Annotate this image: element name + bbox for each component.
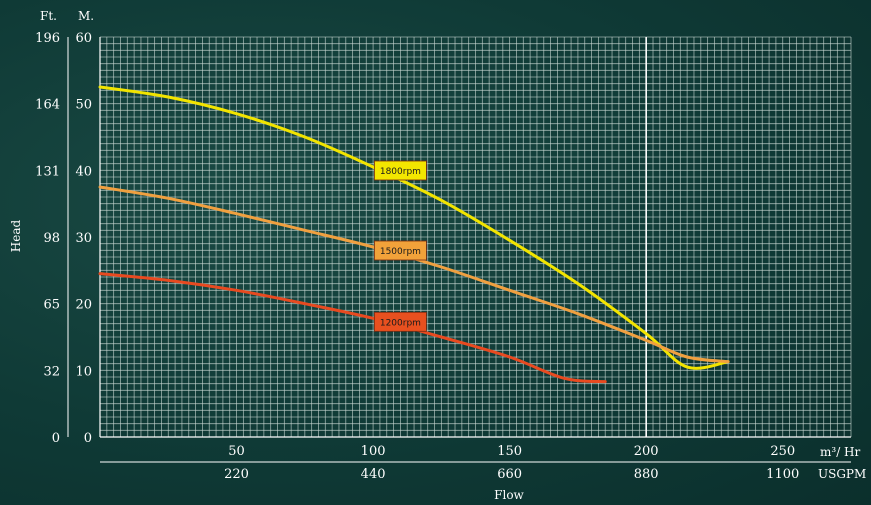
rpm-label-text: 1200rpm xyxy=(380,318,421,328)
y-tick-m: 20 xyxy=(75,298,92,313)
x-tick-usgpm: 220 xyxy=(224,467,249,482)
x-tick-m3hr: 50 xyxy=(228,444,245,459)
x-tick-usgpm: 880 xyxy=(634,467,659,482)
axes xyxy=(67,37,851,463)
y-axis-title: Head xyxy=(9,219,23,252)
unit-ft: Ft. xyxy=(40,9,57,23)
x-tick-m3hr: 100 xyxy=(361,444,386,459)
x-tick-usgpm: 660 xyxy=(497,467,522,482)
labels: Ft. M. 0 10 20 30 40 50 60 0 32 65 98 131 164 196 Head 50… xyxy=(9,9,866,502)
y-tick-m: 40 xyxy=(75,164,92,179)
y-tick-m: 0 xyxy=(84,431,92,446)
y-tick-ft: 196 xyxy=(35,31,60,46)
y-tick-ft: 65 xyxy=(43,298,60,313)
grid xyxy=(99,36,852,438)
y-tick-m: 10 xyxy=(75,364,92,379)
curves xyxy=(98,85,730,384)
y-tick-ft: 32 xyxy=(43,364,60,379)
curve-1500rpm xyxy=(98,185,730,364)
x-tick-m3hr: 150 xyxy=(497,444,522,459)
unit-m: M. xyxy=(78,9,94,23)
curve-1200rpm xyxy=(98,272,607,384)
rpm-label-box xyxy=(373,240,427,261)
y-tick-m: 50 xyxy=(75,98,92,113)
rpm-label-box xyxy=(373,311,427,332)
y-tick-ft: 0 xyxy=(52,431,60,446)
curve-1800rpm xyxy=(98,85,730,370)
unit-usgpm: USGPM xyxy=(818,467,866,481)
x-tick-m3hr: 200 xyxy=(634,444,659,459)
rpm-label-text: 1800rpm xyxy=(380,167,421,177)
y-tick-m: 60 xyxy=(75,31,92,46)
x-axis-title: Flow xyxy=(494,488,524,502)
x-tick-m3hr: 250 xyxy=(770,444,795,459)
x-tick-usgpm: 1100 xyxy=(766,467,799,482)
rpm-label-1200rpm: 1200rpm xyxy=(373,311,427,332)
rpm-label-1800rpm: 1800rpm xyxy=(373,160,427,181)
x-tick-usgpm: 440 xyxy=(361,467,386,482)
y-tick-ft: 131 xyxy=(35,164,60,179)
rpm-label-box xyxy=(373,160,427,181)
y-tick-ft: 98 xyxy=(43,231,60,246)
rpm-label-text: 1500rpm xyxy=(380,247,421,257)
unit-m3hr: m³/ Hr xyxy=(820,445,861,459)
y-tick-ft: 164 xyxy=(35,98,60,113)
rpm-label-1500rpm: 1500rpm xyxy=(373,240,427,261)
y-tick-m: 30 xyxy=(75,231,92,246)
